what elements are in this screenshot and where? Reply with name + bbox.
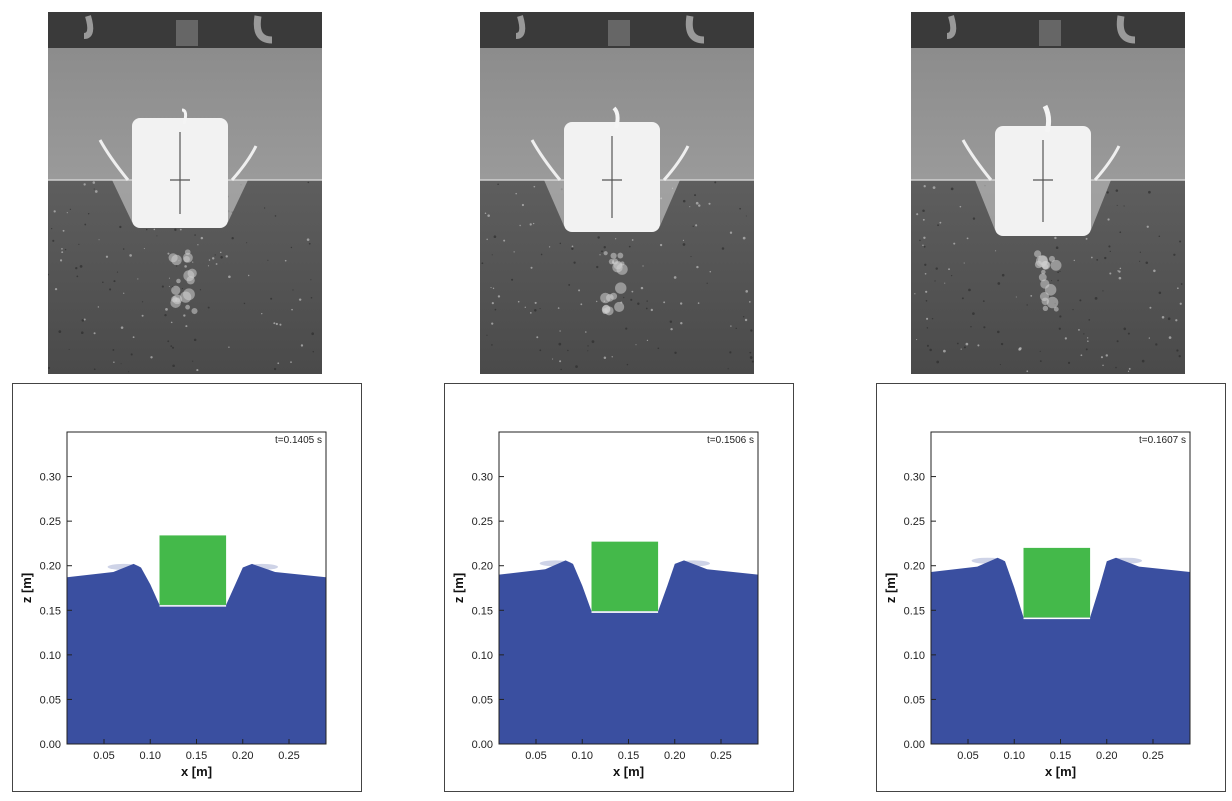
simulation-plot-1: 0.00 0.05 0.10 0.15 0.20 0.25 0.30 0.05 0.10 0.15… bbox=[12, 383, 362, 792]
x-tick-label: 0.15 bbox=[186, 750, 207, 762]
simulation-plot-3: 0.00 0.05 0.10 0.15 0.20 0.25 0.30 0.05 0.10 0.15… bbox=[876, 383, 1226, 792]
x-tick-label: 0.05 bbox=[525, 750, 546, 762]
x-tick-label: 0.20 bbox=[1096, 750, 1117, 762]
x-tick-label: 0.25 bbox=[1142, 750, 1163, 762]
y-tick-label: 0.10 bbox=[904, 650, 925, 662]
y-tick-label: 0.20 bbox=[904, 561, 925, 573]
time-label: t=0.1607 s bbox=[1139, 435, 1186, 446]
x-tick-label: 0.05 bbox=[93, 750, 114, 762]
plot-canvas: 0.00 0.05 0.10 0.15 0.20 0.25 0.30 0.05 0.10 0.15… bbox=[451, 431, 759, 779]
y-axis-title: z [m] bbox=[19, 573, 34, 603]
y-tick-label: 0.00 bbox=[40, 739, 61, 751]
floating-body bbox=[1023, 547, 1091, 618]
spray-mark bbox=[107, 563, 140, 570]
y-tick-label: 0.05 bbox=[472, 694, 493, 706]
y-tick-label: 0.30 bbox=[904, 472, 925, 484]
spray-mark bbox=[1110, 557, 1142, 564]
spray-mark bbox=[678, 560, 710, 567]
time-label: t=0.1506 s bbox=[707, 435, 754, 446]
x-tick-label: 0.05 bbox=[957, 750, 978, 762]
spray-mark bbox=[246, 563, 278, 570]
x-axis-title: x [m] bbox=[613, 764, 644, 779]
y-tick-label: 0.25 bbox=[472, 516, 493, 528]
y-tick-label: 0.00 bbox=[472, 739, 493, 751]
spray-mark bbox=[539, 560, 572, 567]
y-tick-label: 0.20 bbox=[472, 561, 493, 573]
water-region bbox=[499, 560, 758, 744]
experiment-photo-1 bbox=[48, 12, 322, 374]
y-tick-label: 0.25 bbox=[40, 516, 61, 528]
y-tick-label: 0.00 bbox=[904, 739, 925, 751]
x-tick-label: 0.10 bbox=[572, 750, 593, 762]
x-tick-label: 0.10 bbox=[1004, 750, 1025, 762]
photo-canvas bbox=[480, 12, 754, 374]
y-tick-label: 0.10 bbox=[40, 650, 61, 662]
y-tick-label: 0.25 bbox=[904, 516, 925, 528]
photo-canvas bbox=[911, 12, 1185, 374]
x-tick-label: 0.15 bbox=[1050, 750, 1071, 762]
y-tick-label: 0.15 bbox=[472, 605, 493, 617]
x-tick-label: 0.20 bbox=[664, 750, 685, 762]
plot-canvas: 0.00 0.05 0.10 0.15 0.20 0.25 0.30 0.05 0.10 0.15… bbox=[19, 431, 327, 779]
x-tick-label: 0.25 bbox=[278, 750, 299, 762]
time-label: t=0.1405 s bbox=[275, 435, 322, 446]
y-tick-label: 0.30 bbox=[40, 472, 61, 484]
y-tick-label: 0.10 bbox=[472, 650, 493, 662]
x-tick-label: 0.15 bbox=[618, 750, 639, 762]
simulation-plot-2: 0.00 0.05 0.10 0.15 0.20 0.25 0.30 0.05 0.10 0.15… bbox=[444, 383, 794, 792]
x-tick-label: 0.20 bbox=[232, 750, 253, 762]
x-tick-label: 0.25 bbox=[710, 750, 731, 762]
y-tick-label: 0.30 bbox=[472, 472, 493, 484]
spray-mark bbox=[971, 557, 1004, 564]
x-tick-label: 0.10 bbox=[140, 750, 161, 762]
y-axis-title: z [m] bbox=[883, 573, 898, 603]
y-tick-label: 0.15 bbox=[904, 605, 925, 617]
experiment-photo-3 bbox=[911, 12, 1185, 374]
y-axis-title: z [m] bbox=[451, 573, 466, 603]
y-tick-label: 0.20 bbox=[40, 561, 61, 573]
experiment-photo-2 bbox=[480, 12, 754, 374]
water-region bbox=[931, 557, 1190, 744]
y-tick-label: 0.05 bbox=[904, 694, 925, 706]
plot-canvas: 0.00 0.05 0.10 0.15 0.20 0.25 0.30 0.05 0.10 0.15… bbox=[883, 431, 1191, 779]
floating-body bbox=[591, 541, 659, 612]
y-tick-label: 0.15 bbox=[40, 605, 61, 617]
water-region bbox=[67, 563, 326, 744]
x-axis-title: x [m] bbox=[1045, 764, 1076, 779]
y-tick-label: 0.05 bbox=[40, 694, 61, 706]
photo-canvas bbox=[48, 12, 322, 374]
x-axis-title: x [m] bbox=[181, 764, 212, 779]
floating-body bbox=[159, 535, 227, 605]
